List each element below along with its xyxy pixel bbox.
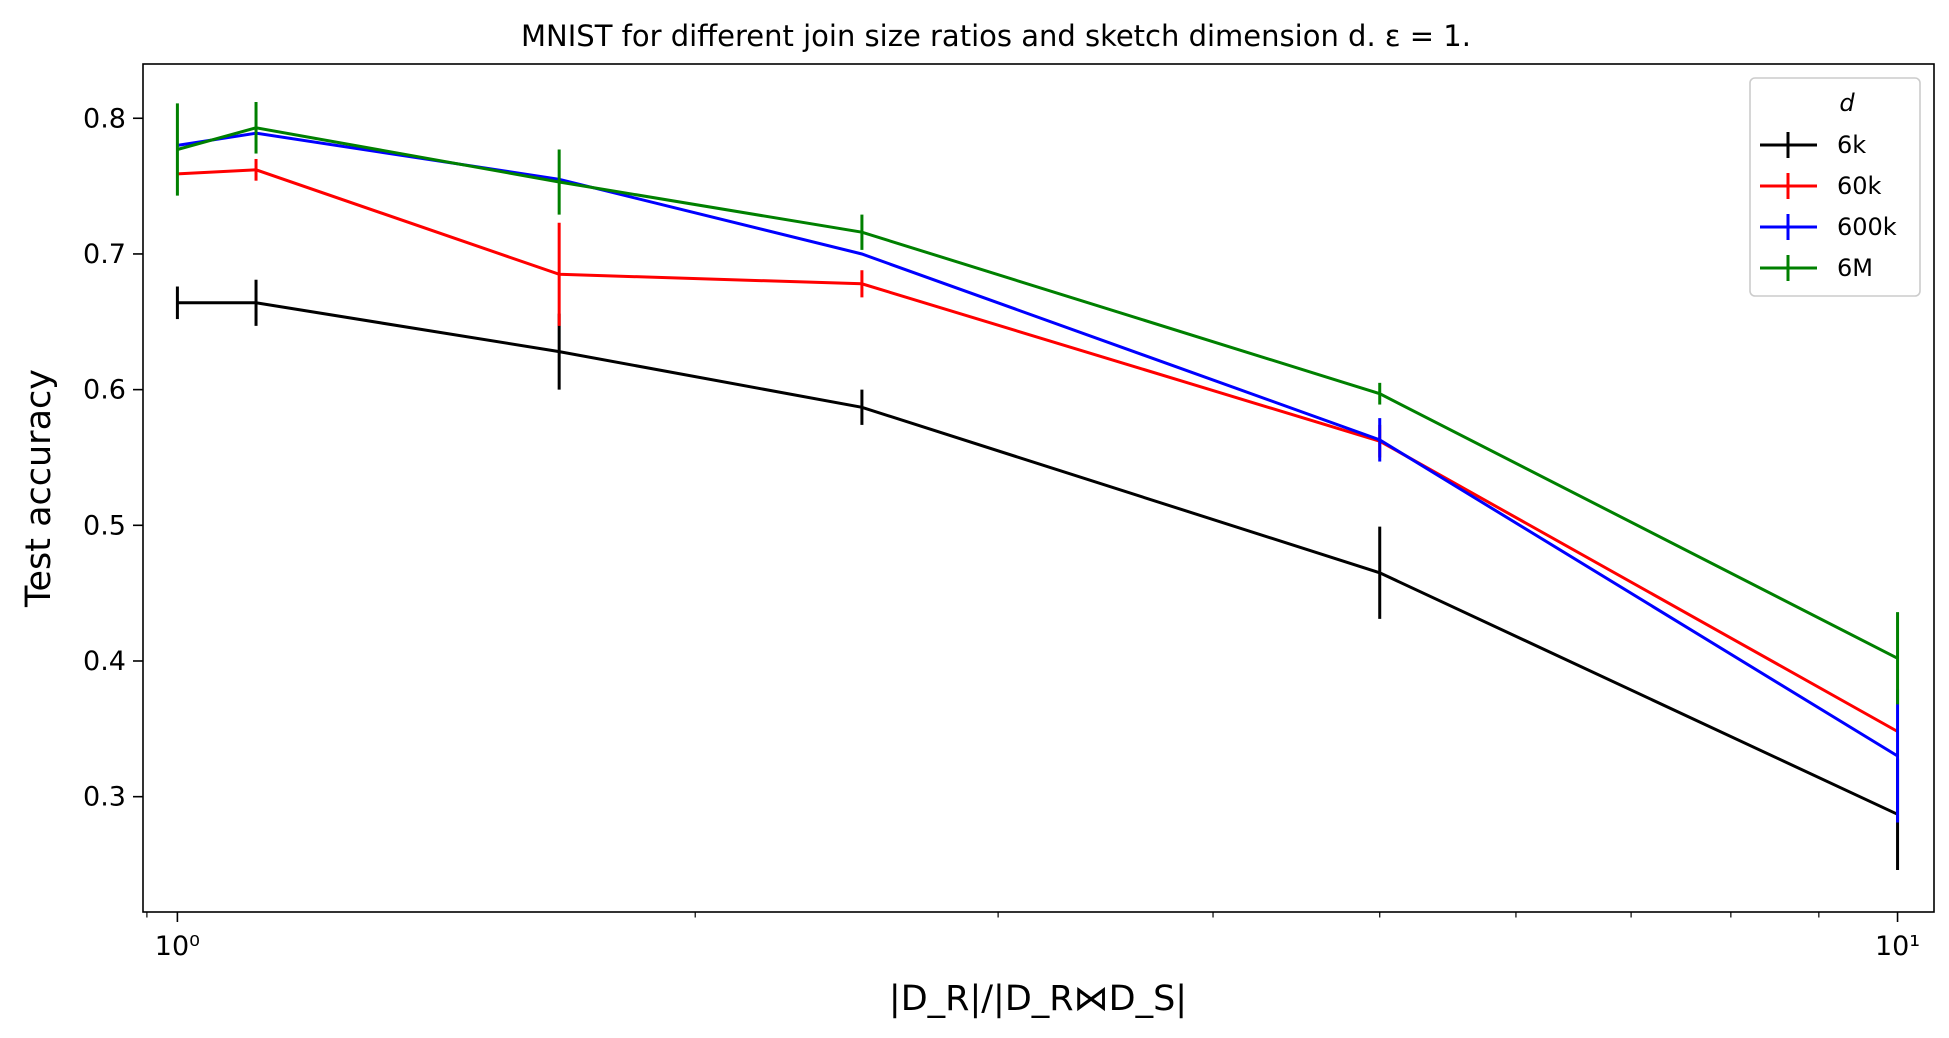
chart-title: MNIST for different join size ratios and…: [521, 19, 1471, 53]
legend-item-60k: 60k: [1760, 172, 1882, 200]
series-6k: [175, 279, 1900, 870]
legend-frame: [1749, 77, 1921, 297]
series-60k: [177, 158, 1899, 733]
series-line-6M: [177, 126, 1899, 660]
x-axis: 10⁰ 10¹: [146, 912, 1920, 962]
y-tick-label: 0.4: [83, 646, 126, 677]
x-tick-label: 10⁰: [155, 931, 200, 962]
legend-label: 600k: [1837, 213, 1897, 241]
y-tick-label: 0.7: [83, 239, 126, 270]
legend-title: d: [1839, 89, 1855, 117]
series-line-6k: [177, 301, 1899, 816]
x-axis-label: |D_R|/|D_R⋈D_S|: [889, 979, 1187, 1019]
y-axis-label: Test accuracy: [19, 369, 59, 608]
legend-label: 60k: [1837, 172, 1882, 200]
y-tick-label: 0.6: [83, 375, 126, 406]
legend-item-6k: 6k: [1760, 131, 1866, 159]
legend-item-600k: 600k: [1760, 213, 1897, 241]
series-line-60k: [177, 168, 1899, 733]
y-axis: 0.3 0.4 0.5 0.6 0.7 0.8: [83, 103, 143, 813]
legend-item-6M: 6M: [1760, 254, 1873, 282]
y-tick-label: 0.5: [83, 510, 126, 541]
plot-frame: [142, 63, 1935, 913]
series-line-600k: [177, 131, 1899, 758]
series-600k: [177, 131, 1900, 823]
legend-label: 6M: [1837, 254, 1873, 282]
x-tick-label: 10¹: [1875, 931, 1920, 962]
y-tick-label: 0.8: [83, 103, 126, 134]
series-6M: [175, 101, 1900, 705]
y-tick-label: 0.3: [83, 782, 126, 813]
legend: d 6k 60k 600k 6M: [1749, 77, 1921, 297]
series-layer: [175, 101, 1900, 870]
legend-label: 6k: [1837, 131, 1866, 159]
